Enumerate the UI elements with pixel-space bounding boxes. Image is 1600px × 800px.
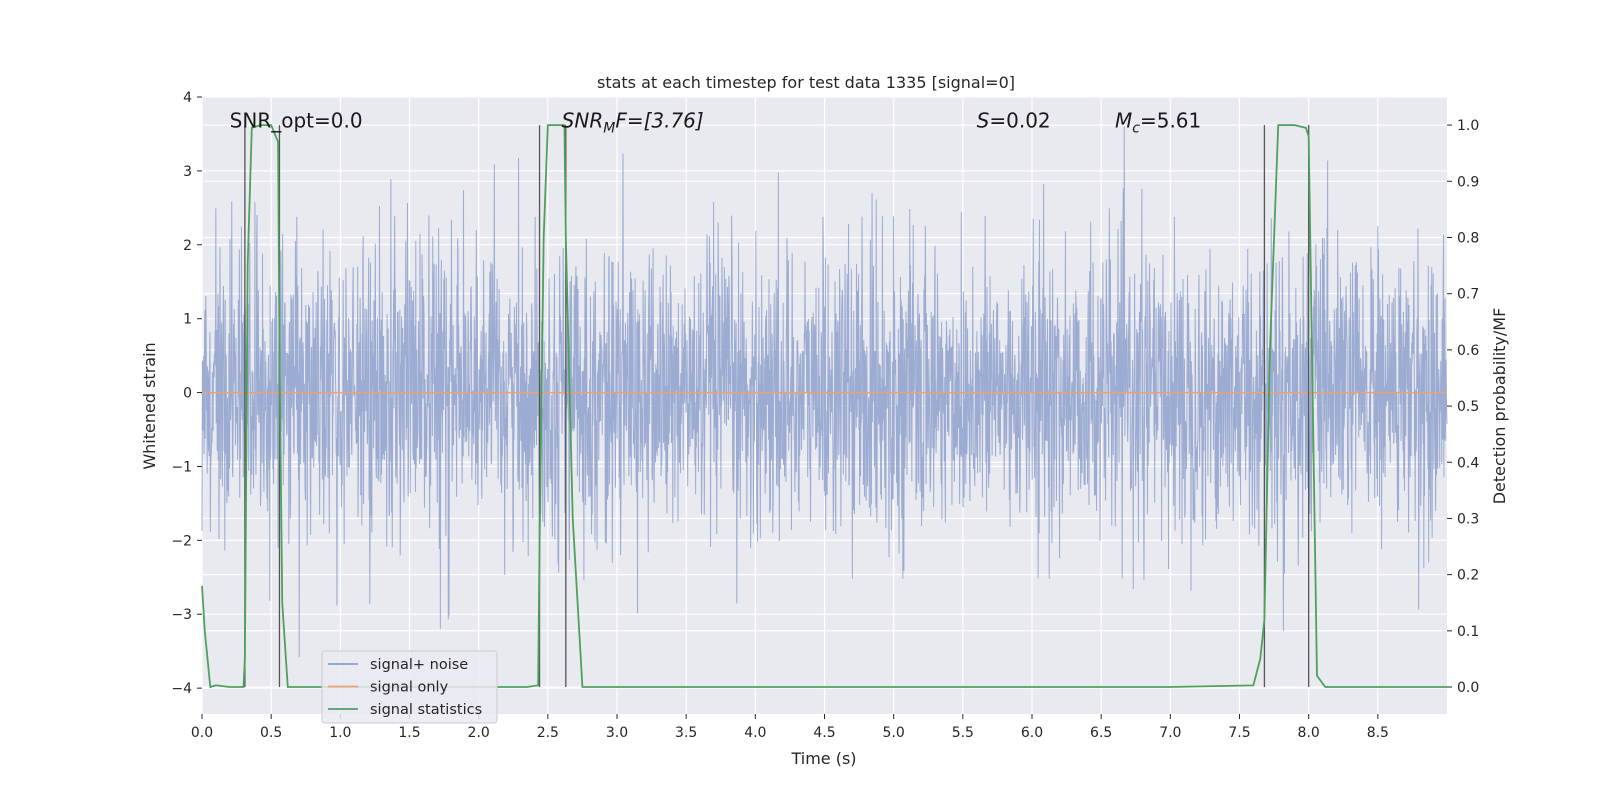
y2-tick-label: 0.3 — [1457, 511, 1479, 527]
x-axis-label: Time (s) — [790, 749, 856, 768]
x-tick-label: 3.0 — [606, 725, 628, 741]
x-tick-label: 8.0 — [1298, 725, 1320, 741]
y-axis-label: Whitened strain — [140, 342, 159, 469]
y-tick-label: −2 — [171, 533, 192, 549]
y-tick-label: 0 — [183, 386, 192, 402]
x-tick-label: 6.0 — [1021, 725, 1043, 741]
signal-statistics-series — [201, 124, 1447, 689]
x-tick-label: 2.0 — [468, 725, 490, 741]
y-tick-label: 3 — [183, 164, 192, 180]
y2-tick-label: 0.1 — [1457, 624, 1479, 640]
noise-line — [201, 126, 1448, 658]
x-tick-label: 1.5 — [398, 725, 420, 741]
annotation-text: SNRMF=[3.76] — [562, 109, 704, 137]
y-axis-ticks: −4 −3 −2 −1 0 1 2 3 4 — [171, 90, 202, 697]
annotation-text: Mc=5.61 — [1115, 109, 1201, 137]
y2-axis-label: Detection probability/MF — [1490, 308, 1509, 505]
y2-tick-label: 0.6 — [1457, 343, 1479, 359]
x-tick-label: 7.5 — [1228, 725, 1250, 741]
x-tick-label: 0.5 — [260, 725, 282, 741]
y2-tick-label: 0.2 — [1457, 568, 1479, 584]
x-tick-label: 4.0 — [744, 725, 766, 741]
x-tick-label: 7.0 — [1159, 725, 1181, 741]
x-tick-label: 5.0 — [883, 725, 905, 741]
y2-tick-label: 1.0 — [1457, 118, 1479, 134]
y-tick-label: 2 — [183, 238, 192, 254]
legend-label: signal statistics — [370, 702, 482, 718]
legend: signal+ noise signal only signal statistic… — [321, 650, 498, 724]
signal-statistics-line — [201, 124, 1447, 689]
y2-tick-label: 0.8 — [1457, 230, 1479, 246]
annotation-text: SNR_opt=0.0 — [230, 109, 363, 133]
y-tick-label: 4 — [183, 90, 192, 106]
y2-tick-label: 0.7 — [1457, 287, 1479, 303]
y2-tick-label: 0.0 — [1457, 680, 1479, 696]
y-tick-label: −3 — [171, 607, 192, 623]
x-axis-ticks: 0.0 0.5 1.0 1.5 2.0 2.5 3.0 3.5 4.0 4.5 5.0 5.5 6.0 6… — [191, 714, 1389, 741]
x-tick-label: 4.5 — [813, 725, 835, 741]
x-tick-label: 5.5 — [952, 725, 974, 741]
y2-tick-label: 0.9 — [1457, 174, 1479, 190]
x-tick-label: 1.0 — [329, 725, 351, 741]
y2-tick-label: 0.5 — [1457, 399, 1479, 415]
x-tick-label: 8.5 — [1367, 725, 1389, 741]
y-tick-label: −4 — [171, 681, 192, 697]
x-tick-label: 3.5 — [675, 725, 697, 741]
annotation-text: S=0.02 — [977, 109, 1051, 133]
chart-title: stats at each timestep for test data 133… — [597, 73, 1015, 92]
x-tick-label: 6.5 — [1090, 725, 1112, 741]
annotations: SNR_opt=0.0 SNRMF=[3.76] S=0.02 Mc=5.61 — [230, 109, 1202, 137]
y-tick-label: 1 — [183, 312, 192, 328]
legend-label: signal+ noise — [370, 657, 468, 673]
y2-axis-ticks: 0.0 0.1 0.2 0.3 0.4 0.5 0.6 0.7 0.8 0.9 1.0 — [1447, 118, 1479, 696]
y2-tick-label: 0.4 — [1457, 455, 1479, 471]
signal-noise-series — [201, 126, 1448, 658]
legend-box — [321, 650, 498, 724]
x-tick-label: 2.5 — [537, 725, 559, 741]
legend-label: signal only — [370, 680, 449, 696]
x-tick-label: 0.0 — [191, 725, 213, 741]
y-tick-label: −1 — [171, 459, 192, 475]
